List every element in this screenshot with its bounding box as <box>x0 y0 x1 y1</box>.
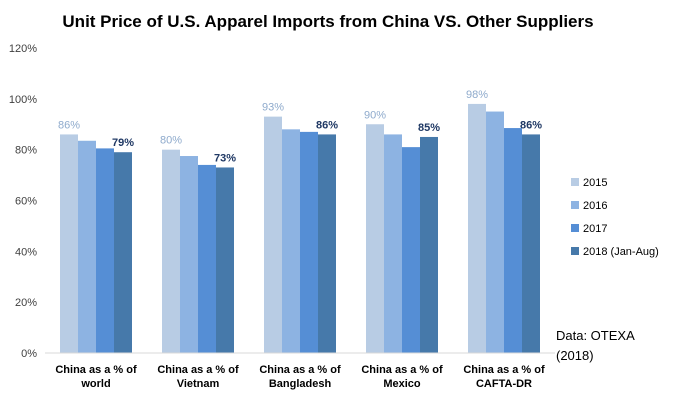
bar-2016-0 <box>78 140 96 353</box>
bar-2017-4 <box>504 128 522 353</box>
legend-swatch <box>571 224 579 232</box>
bar-2016-1 <box>180 156 198 353</box>
plot-area <box>60 103 540 354</box>
bar-2015-1 <box>162 149 180 353</box>
data-label: 86% <box>520 119 542 131</box>
x-tick-label: China as a % of <box>157 364 239 376</box>
chart-title: Unit Price of U.S. Apparel Imports from … <box>62 12 593 31</box>
data-label: 86% <box>58 119 80 131</box>
bar-2018-jan-aug-3 <box>420 136 438 353</box>
bar-2018-jan-aug-1 <box>216 167 234 353</box>
x-tick-label: Bangladesh <box>269 378 332 390</box>
bar-2016-3 <box>384 134 402 353</box>
bar-2015-4 <box>468 103 486 354</box>
bar-2015-2 <box>264 116 282 353</box>
data-labels: 86% 79% 80% 73% 93% 86% 90% 85% 98% 86% <box>58 89 542 165</box>
bar-2017-2 <box>300 131 318 353</box>
data-label: 80% <box>160 135 182 147</box>
x-tick-label: China as a % of <box>259 364 341 376</box>
legend-label: 2017 <box>583 223 607 235</box>
x-tick-label: China as a % of <box>55 364 137 376</box>
x-tick-label: CAFTA-DR <box>476 378 532 390</box>
legend-label: 2016 <box>583 200 607 212</box>
x-tick-label: world <box>80 378 110 390</box>
data-label: 73% <box>214 152 236 164</box>
y-tick-label: 20% <box>15 297 37 309</box>
bar-2016-4 <box>486 111 504 354</box>
legend: 2015 2016 2017 2018 (Jan-Aug) <box>571 177 659 258</box>
bar-2016-2 <box>282 129 300 353</box>
data-label: 98% <box>466 89 488 101</box>
data-label: 93% <box>262 102 284 114</box>
legend-label: 2015 <box>583 177 607 189</box>
data-label: 90% <box>364 109 386 121</box>
y-tick-label: 80% <box>15 145 37 157</box>
y-tick-label: 120% <box>9 43 37 55</box>
legend-swatch <box>571 247 579 255</box>
data-label: 86% <box>316 119 338 131</box>
bar-2018-jan-aug-2 <box>318 134 336 353</box>
x-tick-label: China as a % of <box>463 364 545 376</box>
legend-label: 2018 (Jan-Aug) <box>583 246 659 258</box>
bar-2017-1 <box>198 164 216 353</box>
bar-2018-jan-aug-0 <box>114 152 132 353</box>
legend-swatch <box>571 201 579 209</box>
x-tick-label: Vietnam <box>177 378 220 390</box>
y-tick-label: 100% <box>9 94 37 106</box>
y-tick-label: 0% <box>21 348 37 360</box>
bar-2015-3 <box>366 124 384 353</box>
data-label: 79% <box>112 137 134 149</box>
x-tick-label: China as a % of <box>361 364 443 376</box>
x-tick-label: Mexico <box>383 378 421 390</box>
bar-2017-0 <box>96 148 114 353</box>
y-tick-label: 60% <box>15 196 37 208</box>
bar-2018-jan-aug-4 <box>522 134 540 353</box>
source-line-1: Data: OTEXA <box>556 328 635 343</box>
source-line-2: (2018) <box>556 348 594 363</box>
data-label: 85% <box>418 122 440 134</box>
y-tick-label: 40% <box>15 246 37 258</box>
y-axis: 0% 20% 40% 60% 80% 100% 120% <box>9 43 37 360</box>
bar-2015-0 <box>60 134 78 353</box>
legend-swatch <box>571 178 579 186</box>
bar-2017-3 <box>402 147 420 353</box>
x-axis: China as a % of world China as a % of Vietn… <box>55 364 545 390</box>
